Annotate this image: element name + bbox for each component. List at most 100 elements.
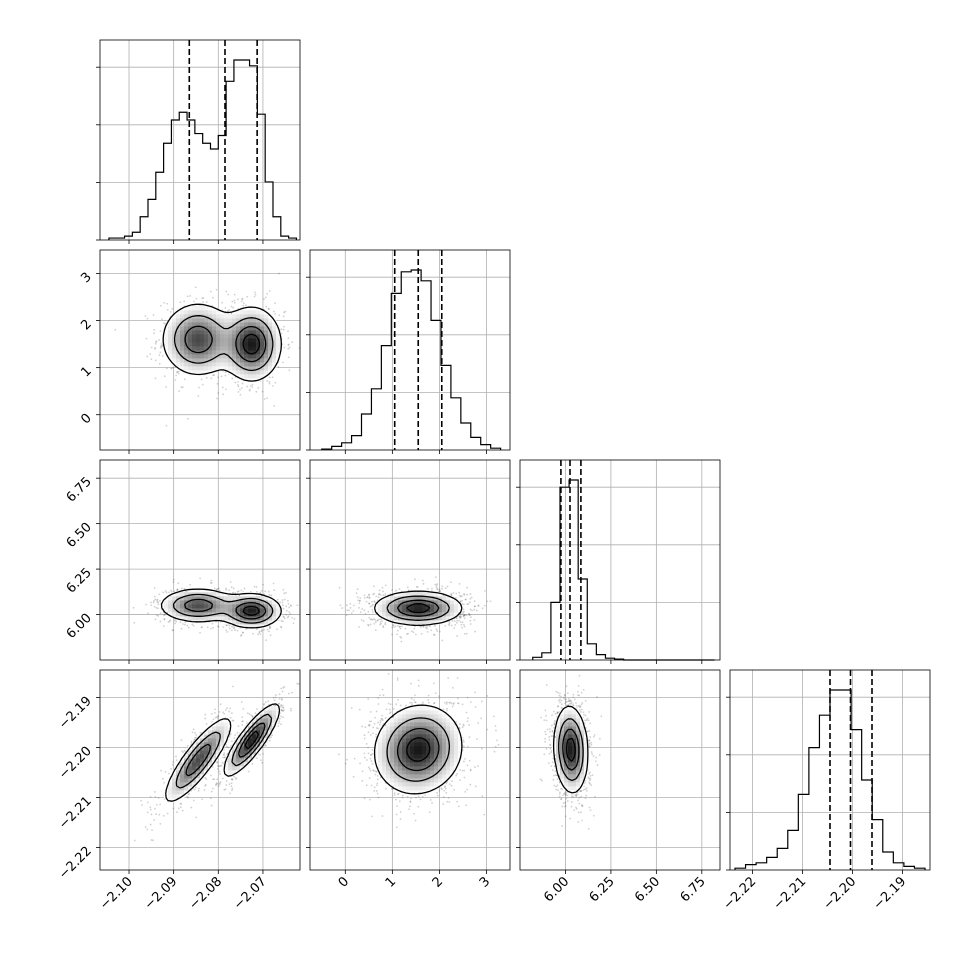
density-cell bbox=[256, 354, 261, 359]
scatter-point bbox=[225, 624, 228, 627]
density-cell bbox=[184, 306, 189, 311]
scatter-point bbox=[200, 626, 203, 629]
scatter-point bbox=[231, 625, 233, 628]
scatter-point bbox=[228, 308, 231, 311]
scatter-point bbox=[185, 795, 188, 798]
scatter-point bbox=[158, 362, 161, 365]
y-tick-label-2-0: 6.00 bbox=[64, 611, 95, 642]
scatter-point bbox=[154, 346, 157, 349]
scatter-point bbox=[180, 587, 183, 590]
density-cell bbox=[272, 350, 277, 355]
density-cell bbox=[204, 596, 209, 601]
scatter-point bbox=[197, 789, 200, 792]
scatter-point bbox=[166, 812, 169, 815]
density-cell bbox=[212, 362, 217, 367]
density-cell bbox=[228, 326, 233, 331]
scatter-point bbox=[280, 626, 283, 629]
density-cell bbox=[168, 346, 173, 351]
density-cell bbox=[276, 334, 281, 339]
scatter-point bbox=[228, 783, 231, 786]
density-cell bbox=[272, 604, 277, 609]
contour-level-1 bbox=[172, 593, 274, 624]
density-cell bbox=[248, 358, 253, 363]
scatter-point bbox=[280, 705, 282, 707]
density-cell bbox=[192, 588, 197, 593]
scatter-point bbox=[159, 612, 162, 615]
density-cell bbox=[184, 354, 189, 359]
scatter-point bbox=[183, 378, 186, 381]
density-cell bbox=[204, 362, 209, 367]
density-cell bbox=[252, 306, 257, 311]
scatter-point bbox=[158, 593, 161, 596]
scatter-point bbox=[146, 317, 149, 320]
density-cell bbox=[232, 608, 237, 613]
density-cell bbox=[184, 346, 189, 351]
scatter-point bbox=[157, 603, 160, 606]
density-cell bbox=[244, 624, 249, 629]
scatter-point bbox=[223, 712, 226, 715]
density-cell bbox=[240, 612, 245, 617]
density-cell bbox=[264, 604, 269, 609]
density-cell bbox=[224, 354, 229, 359]
density-cell bbox=[224, 596, 229, 601]
scatter-point bbox=[226, 753, 229, 756]
density-cell bbox=[256, 362, 261, 367]
scatter-point bbox=[238, 594, 241, 597]
density-cell bbox=[188, 592, 193, 597]
density-cell bbox=[192, 354, 197, 359]
density-cell bbox=[224, 604, 229, 609]
scatter-point bbox=[154, 598, 157, 601]
density-cell bbox=[264, 350, 269, 355]
scatter-point bbox=[146, 811, 149, 814]
scatter-point bbox=[254, 712, 257, 714]
scatter-point bbox=[287, 615, 290, 618]
density-cell bbox=[268, 318, 273, 323]
scatter-point bbox=[205, 723, 208, 725]
scatter-point bbox=[197, 395, 200, 397]
density-cell bbox=[192, 608, 197, 613]
scatter-point bbox=[144, 826, 147, 828]
scatter-point bbox=[216, 397, 218, 400]
density-cell bbox=[204, 338, 209, 343]
scatter-point bbox=[209, 290, 212, 293]
scatter-point bbox=[181, 386, 184, 388]
density-cell bbox=[168, 318, 173, 323]
scatter-point bbox=[231, 685, 234, 688]
scatter-point bbox=[159, 351, 162, 354]
density-cell bbox=[240, 604, 245, 609]
scatter-point bbox=[282, 607, 285, 610]
scatter-point bbox=[175, 759, 178, 762]
density-cell bbox=[272, 354, 277, 359]
density-cell bbox=[236, 608, 241, 613]
scatter-point bbox=[267, 700, 270, 703]
scatter-point bbox=[222, 393, 225, 396]
scatter-point bbox=[233, 301, 236, 304]
scatter-point bbox=[280, 703, 283, 706]
density-cell bbox=[252, 608, 257, 613]
density-cell bbox=[256, 596, 261, 601]
density-cell bbox=[220, 354, 225, 359]
density-cell bbox=[252, 370, 257, 375]
scatter-point bbox=[225, 290, 228, 293]
scatter-point bbox=[273, 404, 276, 407]
density-cell bbox=[176, 616, 181, 621]
density-cell bbox=[240, 330, 245, 335]
scatter-point bbox=[280, 328, 283, 331]
scatter-point bbox=[172, 807, 175, 810]
density-cell bbox=[196, 318, 201, 323]
scatter-point bbox=[231, 787, 234, 790]
scatter-point bbox=[231, 377, 234, 380]
scatter-point bbox=[221, 301, 224, 304]
density-cell bbox=[220, 330, 225, 335]
scatter-point bbox=[256, 757, 258, 760]
density-cell bbox=[252, 330, 257, 335]
scatter-point bbox=[280, 709, 283, 712]
density-cell bbox=[180, 322, 185, 327]
scatter-point bbox=[266, 292, 269, 295]
density-cell bbox=[188, 362, 193, 367]
scatter-point bbox=[269, 626, 272, 629]
y-tick-label-2-2: 6.50 bbox=[64, 520, 95, 551]
density-cell bbox=[240, 326, 245, 331]
density-cell bbox=[176, 310, 181, 315]
scatter-point bbox=[230, 782, 233, 785]
